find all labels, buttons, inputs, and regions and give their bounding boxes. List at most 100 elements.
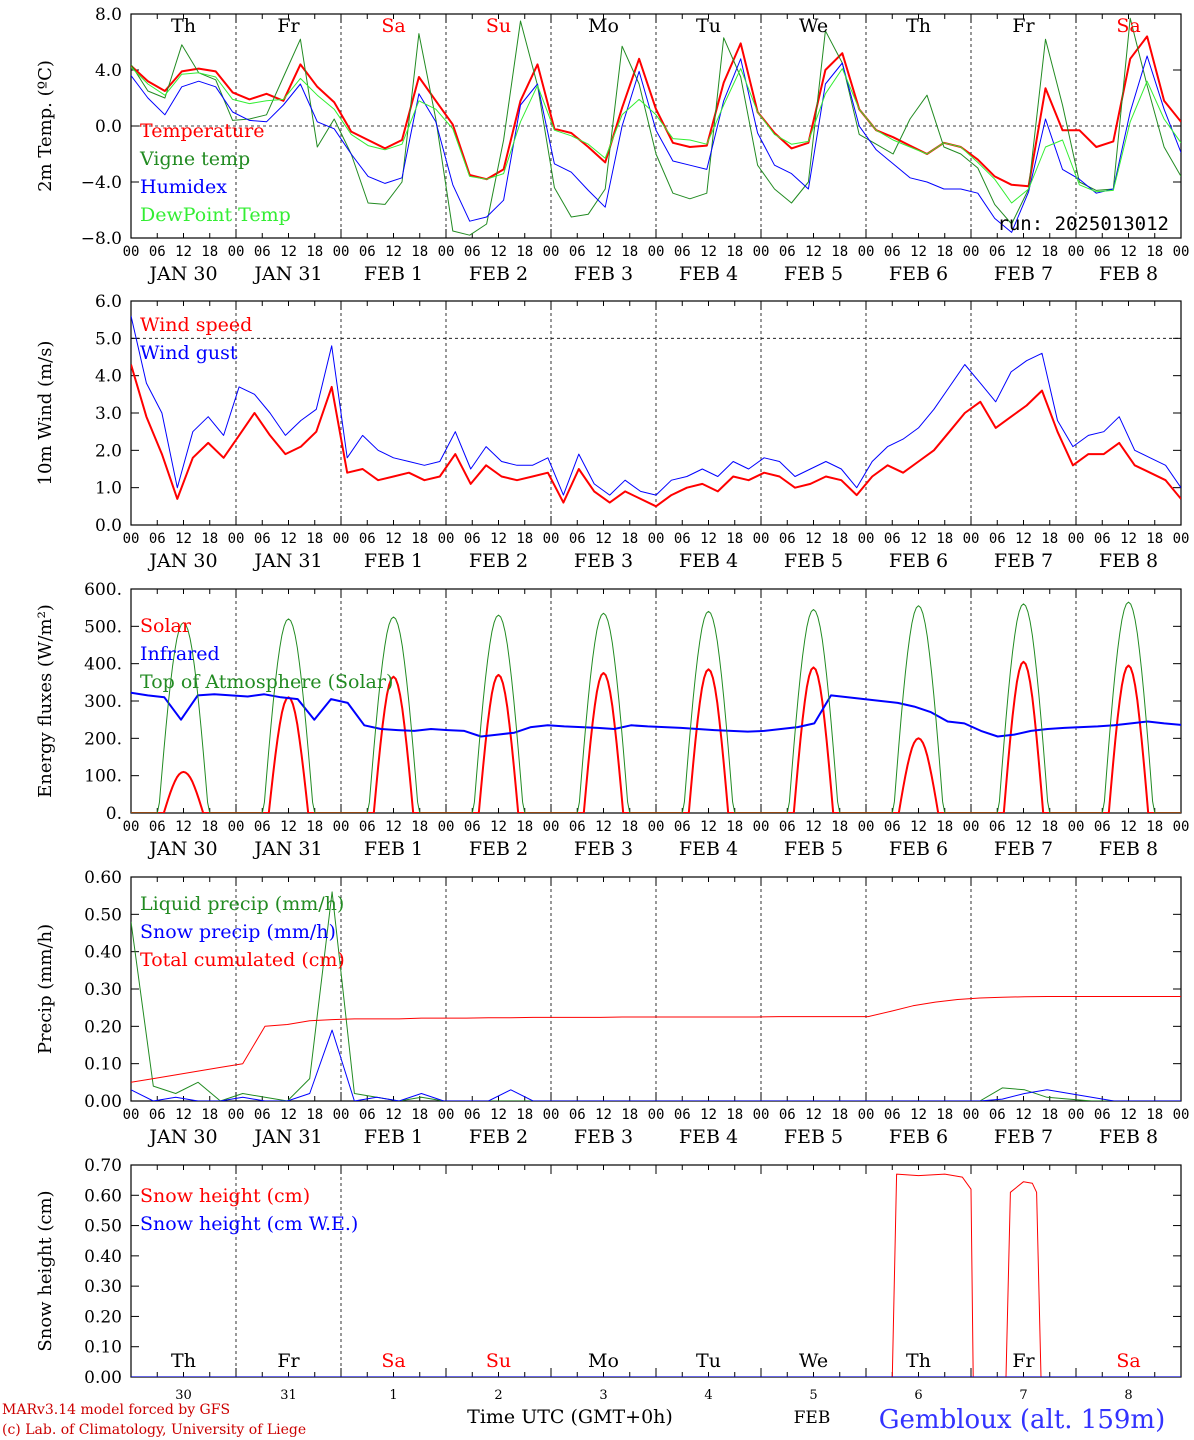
x-hour-label: 06 <box>464 819 481 835</box>
y-tick-label: 0.10 <box>84 1338 122 1358</box>
series-line-vigne-temp <box>131 17 1181 236</box>
series-line-liquid-precip-mm-h- <box>131 891 1181 1101</box>
x-hour-label: 00 <box>963 531 980 547</box>
series-line-temperature <box>131 35 1181 188</box>
x-hour-label: 12 <box>490 244 507 260</box>
x-hour-label: 12 <box>1120 531 1137 547</box>
credit-line-2: (c) Lab. of Climatology, University of L… <box>2 1422 306 1438</box>
x-date-label: FEB 4 <box>679 1126 738 1148</box>
legend-entry: Snow precip (mm/h) <box>140 921 336 943</box>
x-date-label: FEB 1 <box>364 550 423 572</box>
y-tick-label: 0.20 <box>84 1307 122 1327</box>
x-date-label: FEB 3 <box>574 838 633 860</box>
x-hour-label: 18 <box>411 531 428 547</box>
x-hour-label: 06 <box>884 819 901 835</box>
x-hour-label: 18 <box>1041 1107 1058 1123</box>
x-hour-label: 06 <box>1094 819 1111 835</box>
station-label: Gembloux (alt. 159m) <box>879 1405 1165 1435</box>
x-hour-label: 00 <box>1173 1107 1190 1123</box>
plot-frame <box>130 300 1182 526</box>
day-label: Fr <box>277 1350 300 1372</box>
x-hour-label: 06 <box>254 819 271 835</box>
x-hour-label: 12 <box>1120 244 1137 260</box>
y-axis-label: Energy fluxes (W/m²) <box>35 604 56 798</box>
x-hour-label: 00 <box>543 531 560 547</box>
x-date-label: FEB 8 <box>1099 263 1158 285</box>
day-label: Sa <box>1116 1350 1140 1372</box>
day-label: Sa <box>1116 15 1140 37</box>
x-date-label: FEB 2 <box>469 838 528 860</box>
y-tick-label: 500. <box>84 617 122 637</box>
x-date-number: 2 <box>494 1388 502 1403</box>
x-hour-label: 18 <box>1146 1107 1163 1123</box>
x-hour-label: 06 <box>989 819 1006 835</box>
x-hour-label: 18 <box>726 819 743 835</box>
x-hour-label: 06 <box>674 244 691 260</box>
legend-entry: Solar <box>140 615 192 637</box>
x-date-label: FEB 7 <box>994 550 1053 572</box>
series-line-snow-height-cm- <box>131 1173 1181 1377</box>
x-hour-label: 06 <box>674 819 691 835</box>
panel-3: 600. 500. 400. 300. 200. 100. 0. Energy fluxes … <box>35 580 1189 860</box>
x-hour-label: 06 <box>254 531 271 547</box>
y-tick-label: 0.0 <box>95 117 122 137</box>
legend-entry: Total cumulated (cm) <box>140 949 345 971</box>
x-hour-label: 18 <box>201 819 218 835</box>
x-hour-label: 18 <box>411 819 428 835</box>
x-hour-label: 00 <box>228 244 245 260</box>
x-date-label: FEB 8 <box>1099 550 1158 572</box>
x-hour-label: 06 <box>779 531 796 547</box>
x-hour-label: 00 <box>123 531 140 547</box>
x-hour-label: 12 <box>1015 531 1032 547</box>
y-tick-label: 0.30 <box>84 980 122 1000</box>
x-hour-label: 06 <box>674 1107 691 1123</box>
x-date-label: JAN 31 <box>252 550 322 572</box>
x-hour-label: 12 <box>805 531 822 547</box>
run-label: run: 2025013012 <box>997 213 1169 235</box>
series-line-wind-speed <box>131 364 1181 508</box>
series-line-humidex <box>131 55 1181 233</box>
x-date-label: FEB 6 <box>889 263 948 285</box>
day-label: Th <box>906 1350 931 1372</box>
x-hour-label: 18 <box>621 819 638 835</box>
x-date-label: JAN 30 <box>147 550 217 572</box>
y-tick-label: 1.0 <box>95 479 122 499</box>
y-tick-label: 0.00 <box>84 1092 122 1112</box>
x-hour-label: 00 <box>228 531 245 547</box>
legend-entry: Infrared <box>140 643 220 665</box>
series-group <box>131 601 1181 813</box>
x-date-label: FEB 7 <box>994 838 1053 860</box>
x-date-label: FEB 2 <box>469 550 528 572</box>
legend-entry: Wind gust <box>140 342 238 364</box>
y-tick-label: 0. <box>106 804 122 824</box>
x-hour-label: 00 <box>228 819 245 835</box>
x-date-label: FEB 7 <box>994 263 1053 285</box>
day-label: Th <box>171 15 196 37</box>
x-hour-label: 18 <box>726 531 743 547</box>
x-hour-label: 12 <box>280 819 297 835</box>
y-tick-label: 0.50 <box>84 905 122 925</box>
x-hour-label: 18 <box>516 531 533 547</box>
x-hour-label: 12 <box>1120 819 1137 835</box>
x-hour-label: 06 <box>779 819 796 835</box>
x-hour-label: 06 <box>149 1107 166 1123</box>
x-date-label: FEB 5 <box>784 838 843 860</box>
x-hour-label: 18 <box>936 244 953 260</box>
legend-entry: Wind speed <box>140 314 252 336</box>
x-hour-label: 06 <box>1094 244 1111 260</box>
x-hour-label: 12 <box>805 1107 822 1123</box>
y-tick-label: 300. <box>84 692 122 712</box>
x-date-label: FEB 2 <box>469 263 528 285</box>
x-hour-label: 00 <box>123 244 140 260</box>
x-hour-label: 12 <box>280 1107 297 1123</box>
x-hour-label: 12 <box>910 531 927 547</box>
day-label: Th <box>171 1350 196 1372</box>
day-label: Fr <box>277 15 300 37</box>
y-tick-label: 6.0 <box>95 292 122 312</box>
x-date-label: FEB 5 <box>784 263 843 285</box>
x-hour-label: 12 <box>175 1107 192 1123</box>
y-tick-label: 0.20 <box>84 1017 122 1037</box>
panel-4: 0.60 0.50 0.40 0.30 0.20 0.10 0.00 Precip (mm/h… <box>35 868 1189 1148</box>
x-hour-label: 18 <box>831 819 848 835</box>
x-date-label: FEB 6 <box>889 1126 948 1148</box>
